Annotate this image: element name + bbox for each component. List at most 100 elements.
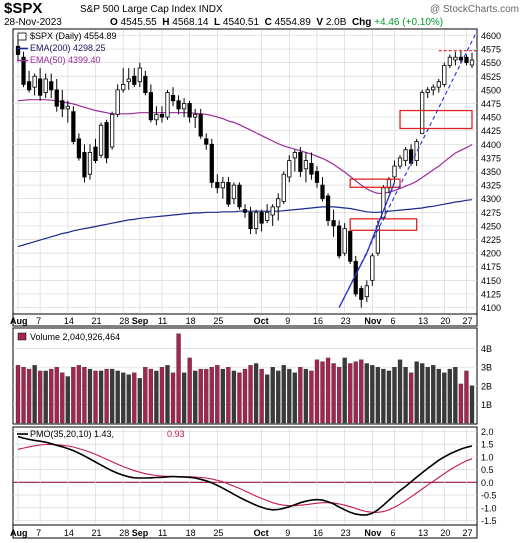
x-top-tick-label: 25 bbox=[213, 316, 223, 326]
x-bottom-tick-label: 11 bbox=[158, 528, 167, 538]
candle-body bbox=[303, 160, 309, 170]
candle-body bbox=[43, 78, 48, 93]
x-bottom-tick-label: 6 bbox=[390, 528, 395, 538]
candle-body bbox=[397, 157, 403, 167]
volume-bar bbox=[425, 367, 430, 424]
pmo-panel bbox=[12, 426, 478, 526]
price-tick-label: 4450 bbox=[481, 113, 501, 123]
volume-bar bbox=[447, 368, 452, 424]
volume-bar bbox=[265, 374, 270, 424]
price-y-axis: 4100 4125 4150 4175 4200 4225 4250 4275 4300 4325… bbox=[481, 31, 501, 313]
volume-bar bbox=[82, 367, 87, 424]
x-bottom-tick-label: 25 bbox=[213, 528, 223, 538]
pmo-tick-label: -0.5 bbox=[481, 491, 497, 501]
chg-label: Chg bbox=[351, 17, 372, 28]
volume-bar bbox=[193, 370, 198, 424]
volume-bar bbox=[76, 365, 82, 424]
candle-body bbox=[453, 56, 458, 61]
close-label: C bbox=[264, 17, 272, 28]
pmo-legend-label: PMO(35,20,10) 1.43, bbox=[30, 429, 114, 439]
x-top-tick-label: 13 bbox=[418, 316, 428, 326]
x-top-tick-label: 9 bbox=[285, 316, 290, 326]
pmo-tick-label: -1.0 bbox=[481, 503, 497, 513]
volume-bars bbox=[15, 333, 475, 424]
price-tick-label: 4425 bbox=[481, 126, 501, 136]
price-tick-label: 4300 bbox=[481, 194, 501, 204]
candle-body bbox=[414, 141, 419, 162]
candles-layer bbox=[15, 35, 475, 308]
candle-body bbox=[287, 160, 292, 178]
volume-bar bbox=[209, 367, 214, 424]
candle-body bbox=[392, 165, 397, 178]
candle-body bbox=[137, 67, 142, 83]
volume-bar bbox=[370, 365, 375, 424]
price-tick-label: 4525 bbox=[481, 72, 501, 82]
candle-body bbox=[193, 113, 198, 118]
annotation-box bbox=[399, 109, 473, 130]
volume-tick-label: 1B bbox=[481, 400, 492, 410]
candle-body bbox=[420, 92, 425, 134]
candle-body bbox=[93, 146, 98, 162]
pmo-legend: PMO(35,20,10) 1.43, 0.93 bbox=[17, 429, 185, 439]
x-top-tick-label: 27 bbox=[462, 316, 472, 326]
quote-date: 28-Nov-2023 bbox=[4, 17, 62, 28]
x-axis-bottom: Aug 7 14 21 28 Sep 11 18 25 Oct 9 16 23 Nov 6 13 20 27 bbox=[10, 528, 472, 538]
volume-bar bbox=[464, 370, 469, 424]
candle-body bbox=[165, 92, 170, 118]
price-tick-label: 4500 bbox=[481, 85, 501, 95]
candle-body bbox=[237, 184, 242, 208]
x-top-tick-label: 20 bbox=[440, 316, 450, 326]
candle-body bbox=[359, 288, 364, 300]
index-name: S&P 500 Large Cap Index INDX bbox=[80, 4, 223, 15]
x-axis-strip-bottom bbox=[12, 524, 478, 539]
volume-bar bbox=[303, 368, 309, 424]
candle-body bbox=[231, 184, 237, 200]
volume-bar bbox=[87, 368, 93, 424]
x-bottom-tick-label: 7 bbox=[36, 528, 41, 538]
legend-swatch-volume bbox=[17, 332, 27, 341]
candle-body bbox=[115, 89, 120, 115]
volume-bar bbox=[242, 368, 248, 424]
volume-bar bbox=[469, 385, 475, 424]
price-tick-label: 4375 bbox=[481, 153, 501, 163]
candle-body bbox=[431, 86, 436, 91]
candle-body bbox=[148, 92, 153, 121]
volume-y-axis: 1B 2B 3B 4B bbox=[481, 344, 492, 410]
x-top-tick-label: 23 bbox=[341, 316, 351, 326]
price-tick-label: 4225 bbox=[481, 235, 501, 245]
volume-legend: Volume 2,040,926,464 bbox=[17, 332, 120, 342]
candle-body bbox=[348, 230, 353, 262]
volume-bar bbox=[65, 376, 70, 424]
trendline-solid bbox=[338, 182, 396, 308]
candle-body bbox=[248, 211, 253, 230]
candle-body bbox=[298, 152, 303, 172]
candle-body bbox=[259, 211, 264, 224]
volume-bar bbox=[281, 365, 286, 424]
candle-body bbox=[126, 78, 131, 83]
volume-bar bbox=[276, 370, 281, 424]
candle-body bbox=[154, 113, 159, 121]
volume-bar bbox=[49, 368, 54, 424]
volume-bar bbox=[121, 372, 126, 424]
x-bottom-tick-label: 13 bbox=[418, 528, 428, 538]
x-bottom-tick-label: 27 bbox=[462, 528, 472, 538]
price-tick-label: 4100 bbox=[481, 303, 501, 313]
price-tick-label: 4575 bbox=[481, 45, 501, 55]
volume-bar bbox=[54, 367, 59, 424]
symbol-title: $SPX bbox=[4, 0, 43, 17]
ohlc-readout: O 4545.55 H 4568.14 L 4540.51 C 4554.89 … bbox=[110, 17, 443, 28]
volume-bar bbox=[458, 383, 464, 424]
x-top-tick-label: 18 bbox=[186, 316, 196, 326]
candle-body bbox=[403, 149, 408, 162]
price-tick-label: 4275 bbox=[481, 208, 501, 218]
candle-body bbox=[242, 209, 248, 213]
volume-tick-label: 3B bbox=[481, 363, 492, 373]
volume-bar bbox=[43, 370, 48, 424]
x-bottom-tick-label: 20 bbox=[440, 528, 450, 538]
high-label: H bbox=[162, 17, 170, 28]
x-top-tick-label: Nov bbox=[364, 316, 381, 326]
x-top-tick-label: Oct bbox=[254, 316, 269, 326]
volume-bar bbox=[26, 368, 32, 424]
volume-bar bbox=[359, 359, 364, 424]
legend-label-ema50: EMA(50) 4399.40 bbox=[30, 55, 101, 65]
